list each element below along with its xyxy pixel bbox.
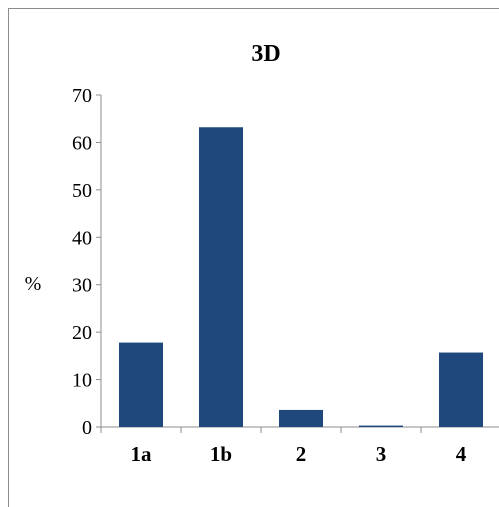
x-tick-label: 4 [456,442,467,466]
bar-2 [279,409,323,427]
x-tick-label: 3 [376,442,387,466]
bar-1a [119,342,163,427]
bar-3 [359,425,403,427]
y-tick-label: 0 [82,417,92,439]
y-tick-label: 10 [72,370,92,392]
y-tick-label: 30 [72,275,92,297]
y-tick-label: 20 [72,322,92,344]
chart-title: 3D [251,41,280,67]
y-tick-label: 40 [72,227,92,249]
chart-frame [8,8,499,507]
y-tick-labels: 0 10 20 30 40 50 60 70 [72,85,92,439]
y-axis-label: % [25,273,42,295]
bar-4 [439,352,483,427]
bars [119,127,483,427]
x-tick-label: 2 [296,442,307,466]
x-tick-label: 1b [210,442,232,466]
y-tick-label: 70 [72,85,92,107]
x-tick-labels: 1a 1b 2 3 4 [131,442,467,466]
y-tick-label: 60 [72,132,92,154]
y-tick-label: 50 [72,180,92,202]
bar-1b [199,127,243,427]
x-tick-label: 1a [131,442,153,466]
